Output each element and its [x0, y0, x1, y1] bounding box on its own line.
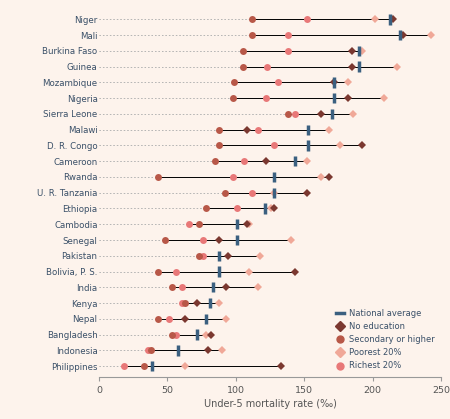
X-axis label: Under-5 mortality rate (‰): Under-5 mortality rate (‰)	[203, 399, 337, 409]
Legend: National average, No education, Secondary or higher, Poorest 20%, Richest 20%: National average, No education, Secondar…	[333, 306, 437, 373]
